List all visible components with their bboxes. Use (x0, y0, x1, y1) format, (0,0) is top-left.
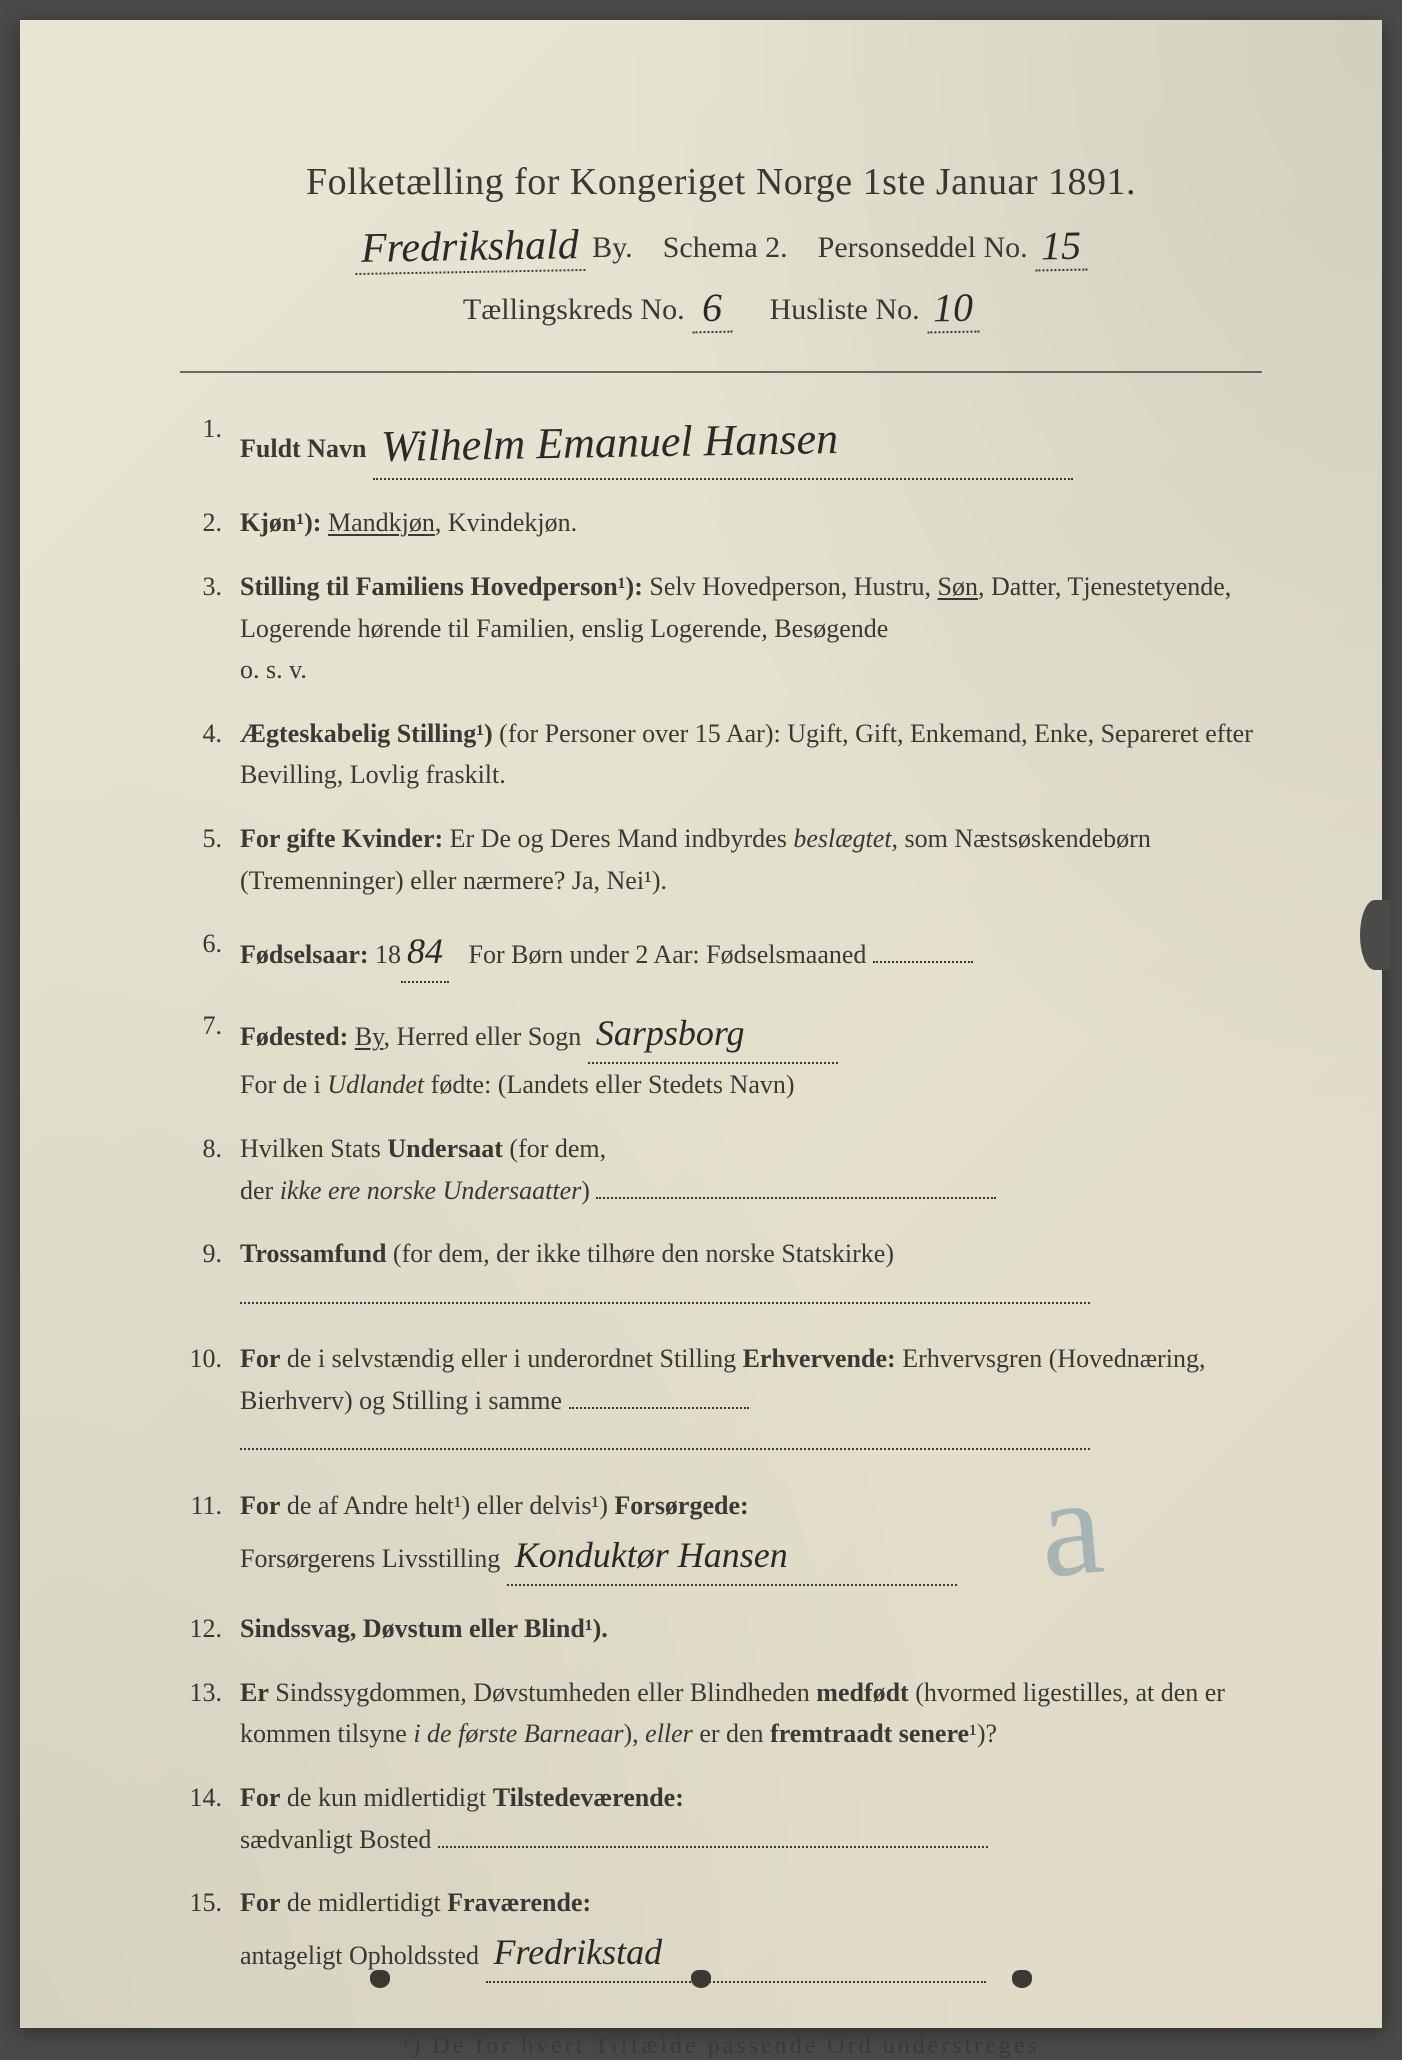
hole-icon (370, 1970, 390, 1988)
option-underlined: Mandkjøn (328, 508, 435, 537)
field-label: Kjøn¹): (240, 508, 321, 537)
sub-label: antageligt Opholdssted (240, 1941, 479, 1970)
husliste-no: 10 (927, 284, 980, 334)
field-num: 8. (180, 1128, 240, 1211)
field-label: Fuldt Navn (240, 434, 366, 463)
schema-label: Schema 2. (663, 231, 788, 264)
field-11: 11. For de af Andre helt¹) eller delvis¹… (180, 1485, 1262, 1586)
field-num: 6. (180, 923, 240, 983)
field-num: 14. (180, 1777, 240, 1860)
field-label: For (240, 1491, 280, 1520)
field-num: 7. (180, 1005, 240, 1106)
field-8: 8. Hvilken Stats Undersaat (for dem,der … (180, 1128, 1262, 1211)
field-num: 13. (180, 1672, 240, 1755)
field-3: 3. Stilling til Familiens Hovedperson¹):… (180, 566, 1262, 691)
field-num: 12. (180, 1608, 240, 1650)
footnote: ¹) De for hvert Tilfælde passende Ord un… (180, 2033, 1262, 2060)
field-14: 14. For de kun midlertidigt Tilstedevære… (180, 1777, 1262, 1860)
field-suffix: For Børn under 2 Aar: Fødselsmaaned (469, 940, 867, 969)
field-num: 2. (180, 502, 240, 544)
field-num: 15. (180, 1882, 240, 1983)
field-1: 1. Fuldt Navn Wilhelm Emanuel Hansen (180, 408, 1262, 480)
year-prefix: 18 (375, 940, 401, 969)
field-7: 7. Fødested: By, Herred eller Sogn Sarps… (180, 1005, 1262, 1106)
hole-icon (691, 1970, 711, 1988)
subtitle-row-2: Tællingskreds No. 6 Husliste No. 10 (180, 282, 1262, 331)
field-label: For (240, 1783, 280, 1812)
field-4: 4. Ægteskabelig Stilling¹) (for Personer… (180, 713, 1262, 796)
field-9: 9. Trossamfund (for dem, der ikke tilhør… (180, 1233, 1262, 1316)
sub-label: sædvanligt Bosted (240, 1825, 431, 1854)
provider-handwritten: Konduktør Hansen (515, 1535, 788, 1575)
birthplace-handwritten: Sarpsborg (596, 1013, 745, 1053)
field-6: 6. Fødselsaar: 1884 For Børn under 2 Aar… (180, 923, 1262, 983)
personseddel-label: Personseddel No. (818, 231, 1028, 264)
field-num: 10. (180, 1338, 240, 1463)
paper-damage (1360, 900, 1390, 970)
field-label: For (240, 1344, 280, 1373)
kreds-no: 6 (692, 284, 733, 334)
option-underlined: By (355, 1022, 384, 1051)
field-num: 1. (180, 408, 240, 480)
field-label: Fødselsaar: (240, 940, 369, 969)
hole-icon (1012, 1970, 1032, 1988)
field-label: For gifte Kvinder: (240, 824, 443, 853)
field-num: 3. (180, 566, 240, 691)
field-10: 10. For de i selvstændig eller i underor… (180, 1338, 1262, 1463)
form-title: Folketælling for Kongeriget Norge 1ste J… (180, 160, 1262, 204)
field-num: 5. (180, 818, 240, 901)
field-label: Sindssvag, Døvstum eller Blind¹). (240, 1614, 608, 1643)
personseddel-no: 15 (1035, 222, 1088, 272)
by-label: By. (592, 231, 633, 264)
field-12: 12. Sindssvag, Døvstum eller Blind¹). (180, 1608, 1262, 1650)
residence-handwritten: Fredrikstad (494, 1932, 663, 1972)
kreds-label: Tællingskreds No. (463, 293, 685, 326)
field-text: (for dem, der ikke tilhøre den norske St… (393, 1239, 894, 1268)
name-handwritten: Wilhelm Emanuel Hansen (380, 404, 838, 482)
sub-label: Forsørgerens Livsstilling (240, 1544, 500, 1573)
field-15: 15. For de midlertidigt Fraværende: anta… (180, 1882, 1262, 1983)
city-handwritten: Fredrikshald (354, 221, 585, 275)
subtitle-row-1: Fredrikshald By. Schema 2. Personseddel … (180, 220, 1262, 270)
field-5: 5. For gifte Kvinder: Er De og Deres Man… (180, 818, 1262, 901)
field-13: 13. Er Sindssygdommen, Døvstumheden elle… (180, 1672, 1262, 1755)
form-header: Folketælling for Kongeriget Norge 1ste J… (180, 160, 1262, 331)
field-label: For (240, 1888, 280, 1917)
field-label: Stilling til Familiens Hovedperson¹): (240, 572, 643, 601)
birth-year-handwritten: 84 (401, 923, 449, 983)
field-num: 4. (180, 713, 240, 796)
binding-holes (20, 1970, 1382, 1988)
field-label: Fødested: (240, 1022, 348, 1051)
field-label: Ægteskabelig Stilling¹) (240, 719, 493, 748)
field-num: 9. (180, 1233, 240, 1316)
field-num: 11. (180, 1485, 240, 1586)
field-label: Trossamfund (240, 1239, 386, 1268)
husliste-label: Husliste No. (770, 293, 920, 326)
option-underlined: Søn (938, 572, 978, 601)
census-form-page: Folketælling for Kongeriget Norge 1ste J… (20, 20, 1382, 2028)
form-body: 1. Fuldt Navn Wilhelm Emanuel Hansen 2. … (180, 371, 1262, 1983)
field-2: 2. Kjøn¹): Mandkjøn, Kvindekjøn. (180, 502, 1262, 544)
field-label: Er (240, 1678, 269, 1707)
